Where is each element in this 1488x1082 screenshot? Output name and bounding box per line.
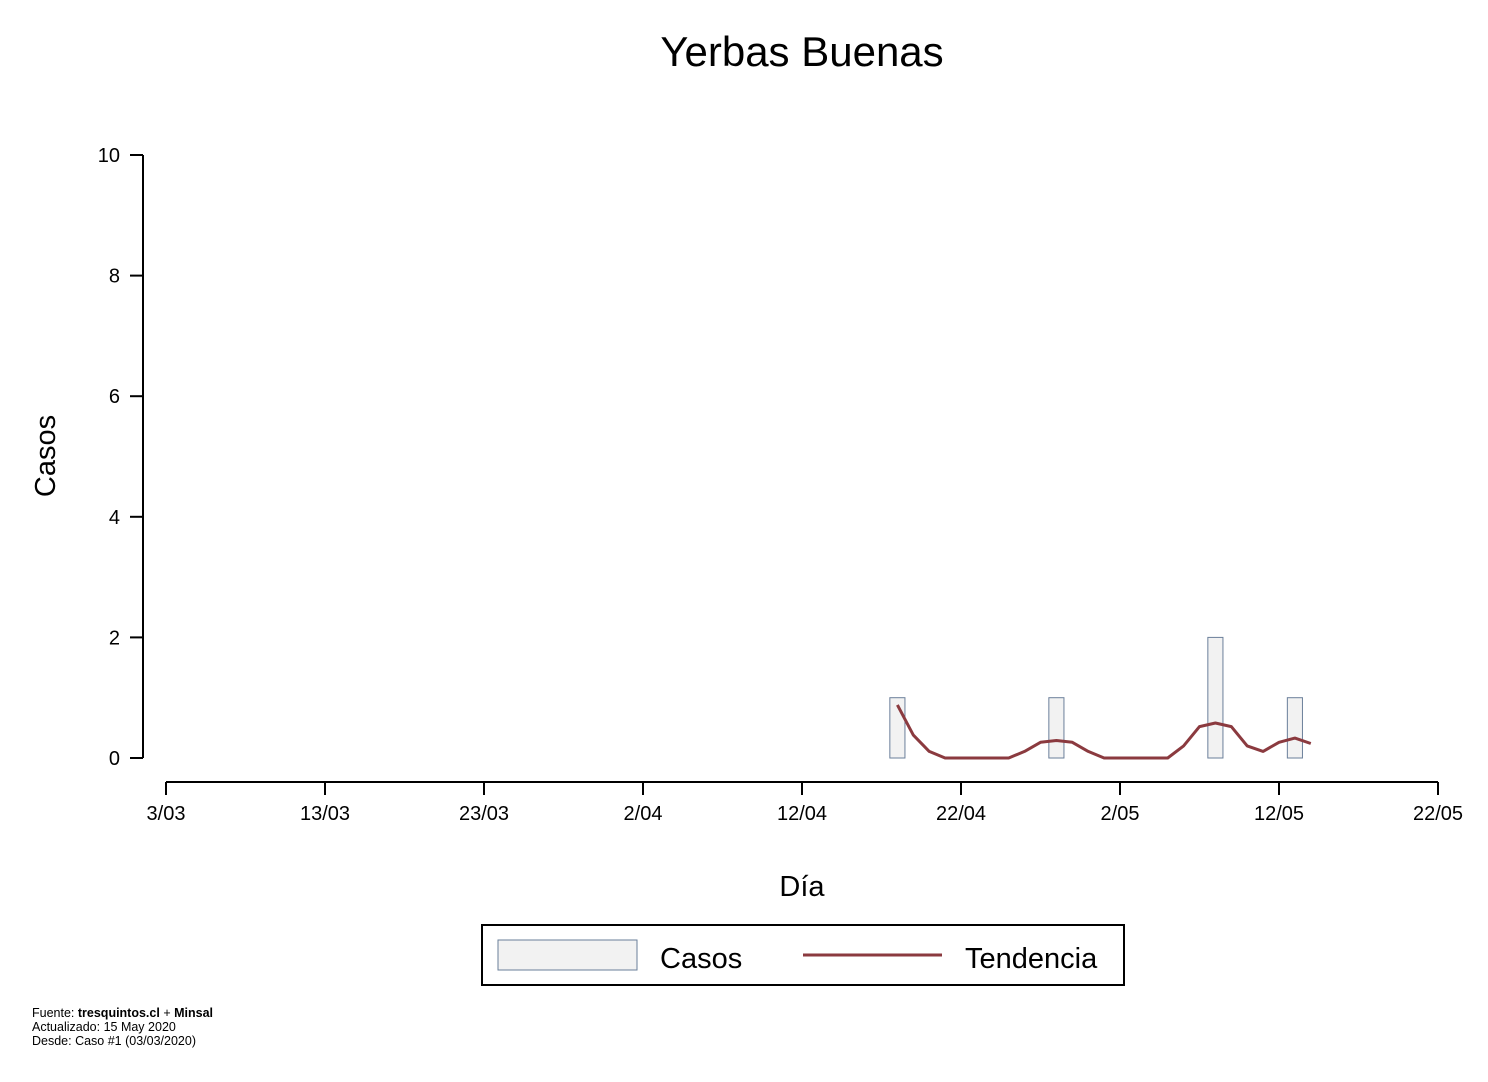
x-tick-label: 12/04 [777, 803, 827, 825]
chart-title: Yerbas Buenas [660, 28, 943, 75]
y-tick-label: 10 [98, 145, 120, 167]
x-tick-label: 12/05 [1254, 803, 1304, 825]
y-tick-label: 8 [109, 266, 120, 288]
source-org: Minsal [174, 1006, 213, 1020]
bar [1048, 697, 1065, 759]
y-tick-label: 2 [109, 627, 120, 649]
bar [1286, 697, 1303, 759]
source-site: tresquintos.cl [77, 1006, 160, 1020]
x-tick-label: 2/04 [624, 803, 663, 825]
x-axis: 3/03 13/03 23/03 2/04 12/04 22/04 2/05 12/05 22/… [147, 781, 1463, 825]
x-tick-label: 13/03 [300, 803, 350, 825]
footer-notes: Fuente: tresquintos.cl + Minsal Actualiz… [32, 1006, 213, 1048]
bar [1207, 636, 1224, 759]
x-axis-label: Día [779, 871, 825, 903]
y-axis: 0 2 4 6 8 10 [98, 145, 144, 770]
x-tick-label: 2/05 [1101, 803, 1140, 825]
x-tick-label: 3/03 [147, 803, 186, 825]
y-tick-label: 4 [109, 507, 120, 529]
legend-casos-label: Casos [660, 943, 742, 975]
footer-source: Fuente: tresquintos.cl + Minsal [32, 1006, 213, 1020]
y-tick-label: 6 [109, 386, 120, 408]
legend-tendencia-label: Tendencia [965, 943, 1098, 975]
bars-series [889, 636, 1303, 759]
footer-updated: Actualizado: 15 May 2020 [32, 1020, 176, 1034]
x-tick-label: 22/05 [1413, 803, 1463, 825]
y-ticks: 0 2 4 6 8 10 [98, 145, 143, 770]
legend-casos-swatch [497, 939, 638, 971]
x-tick-label: 23/03 [459, 803, 509, 825]
legend: Casos Tendencia [481, 924, 1125, 986]
trend-line [896, 704, 1312, 760]
x-ticks: 3/03 13/03 23/03 2/04 12/04 22/04 2/05 12/05 22/… [147, 782, 1463, 825]
y-tick-label: 0 [109, 748, 120, 770]
y-axis-label: Casos [30, 415, 62, 497]
x-tick-label: 22/04 [936, 803, 986, 825]
footer-since: Desde: Caso #1 (03/03/2020) [32, 1034, 196, 1048]
